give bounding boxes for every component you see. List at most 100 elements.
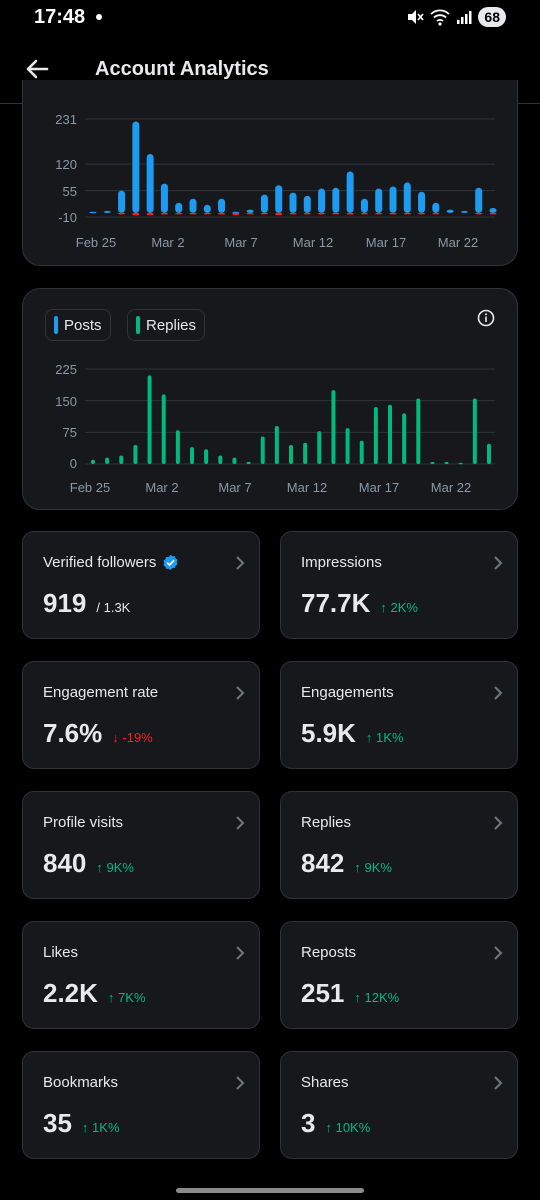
status-time: 17:48 xyxy=(34,6,86,28)
impressions-chart-card: 231 120 55 -10 Feb 25 Mar 2 Mar 7 Mar 12… xyxy=(22,80,518,266)
y-tick-label: 55 xyxy=(63,184,77,199)
replies-bar xyxy=(161,394,166,464)
replies-bar xyxy=(133,445,138,464)
negative-bar xyxy=(160,212,168,215)
stat-delta-text: 7K% xyxy=(118,990,146,1005)
mute-icon xyxy=(408,10,425,24)
stat-label: Reposts xyxy=(301,944,357,961)
negative-bar xyxy=(418,212,426,215)
replies-bar xyxy=(317,431,322,464)
replies-bar xyxy=(345,428,350,464)
impressions-bar xyxy=(346,171,354,213)
stat-label: Verified followers xyxy=(43,554,179,571)
chevron-right-icon xyxy=(236,946,245,960)
legend-replies-label: Replies xyxy=(146,316,197,334)
stat-card-shares[interactable]: Shares 3 ↑ 10K% xyxy=(280,1051,518,1159)
negative-bar xyxy=(346,212,354,215)
x-tick-label: Feb 25 xyxy=(76,235,116,250)
arrow-left-icon[interactable] xyxy=(22,54,52,84)
negative-bar xyxy=(289,212,297,215)
negative-bar xyxy=(232,212,240,215)
stat-value: 7.6% xyxy=(43,718,103,748)
stat-card-bookmarks[interactable]: Bookmarks 35 ↑ 1K% xyxy=(22,1051,260,1159)
stat-value-row: 251 ↑ 12K% xyxy=(301,978,399,1009)
status-icons: 68 xyxy=(406,6,506,28)
stat-card-replies[interactable]: Replies 842 ↑ 9K% xyxy=(280,791,518,899)
stat-card-reposts[interactable]: Reposts 251 ↑ 12K% xyxy=(280,921,518,1029)
replies-bar xyxy=(190,447,194,464)
home-indicator[interactable] xyxy=(176,1188,364,1193)
legend-posts[interactable]: Posts xyxy=(45,309,111,341)
negative-bar xyxy=(332,212,340,215)
impressions-bar xyxy=(232,211,240,214)
posts-replies-chart-card: Posts Replies 225 150 75 0 Feb 25 Mar 2 … xyxy=(22,288,518,510)
stat-delta-up: ↑ 2K% xyxy=(380,600,418,615)
stat-value-row: 919 / 1.3K xyxy=(43,588,130,619)
negative-bar xyxy=(403,212,411,215)
x-tick-label: Feb 25 xyxy=(70,480,110,495)
stat-value-row: 5.9K ↑ 1K% xyxy=(301,718,404,749)
impressions-bar xyxy=(246,209,254,213)
impressions-bar xyxy=(418,191,426,213)
impressions-bar xyxy=(332,187,340,213)
stat-card-impressions[interactable]: Impressions 77.7K ↑ 2K% xyxy=(280,531,518,639)
negative-bar xyxy=(489,212,497,215)
x-tick-label: Mar 2 xyxy=(145,480,178,495)
stat-value-row: 3 ↑ 10K% xyxy=(301,1108,370,1139)
stat-value-row: 7.6% ↓ -19% xyxy=(43,718,153,749)
negative-bar xyxy=(375,212,383,215)
impressions-bar xyxy=(460,210,468,213)
stat-label: Shares xyxy=(301,1074,349,1091)
replies-bar xyxy=(260,436,265,464)
stat-label: Profile visits xyxy=(43,814,124,831)
y-tick-label: 225 xyxy=(55,362,77,377)
stat-label: Impressions xyxy=(301,554,382,571)
impressions-bar xyxy=(218,198,226,213)
info-icon[interactable] xyxy=(477,309,495,327)
y-tick-label: 0 xyxy=(70,456,77,471)
replies-swatch xyxy=(136,316,140,334)
impressions-bar xyxy=(203,204,211,213)
impressions-bar xyxy=(189,198,197,213)
negative-bar xyxy=(203,212,211,215)
stat-card-verified-followers[interactable]: Verified followers 919 / 1.3K xyxy=(22,531,260,639)
replies-bar xyxy=(331,390,336,464)
stat-card-engagement-rate[interactable]: Engagement rate 7.6% ↓ -19% xyxy=(22,661,260,769)
stat-delta-up: ↑ 12K% xyxy=(354,990,400,1005)
negative-bar xyxy=(189,212,197,215)
stat-card-likes[interactable]: Likes 2.2K ↑ 7K% xyxy=(22,921,260,1029)
replies-bar xyxy=(204,449,209,464)
impressions-bar xyxy=(289,192,297,213)
stat-delta-down: ↓ -19% xyxy=(112,730,153,745)
legend-replies[interactable]: Replies xyxy=(127,309,206,341)
negative-bar xyxy=(389,212,397,215)
stat-delta-text: 1K% xyxy=(376,730,404,745)
stat-card-engagements[interactable]: Engagements 5.9K ↑ 1K% xyxy=(280,661,518,769)
impressions-bar xyxy=(118,190,126,213)
impressions-bar xyxy=(375,188,383,213)
replies-bar xyxy=(430,461,435,464)
negative-bar xyxy=(118,212,126,215)
chevron-right-icon xyxy=(236,556,245,570)
stat-value: 842 xyxy=(301,848,345,878)
x-tick-label: Mar 2 xyxy=(151,235,184,250)
negative-bar xyxy=(246,212,254,215)
replies-bar xyxy=(402,413,407,464)
stat-subtotal: / 1.3K xyxy=(96,600,131,615)
stat-value: 2.2K xyxy=(43,978,98,1008)
replies-bar-chart: 225 150 75 0 Feb 25 Mar 2 Mar 7 Mar 12 M… xyxy=(55,362,495,495)
impressions-bar xyxy=(432,202,440,213)
impressions-bar-chart: 231 120 55 -10 Feb 25 Mar 2 Mar 7 Mar 12… xyxy=(55,112,497,250)
negative-bar xyxy=(146,212,154,215)
replies-bar xyxy=(232,457,237,464)
negative-bar xyxy=(360,212,368,215)
replies-bar xyxy=(105,457,110,464)
stat-value-row: 2.2K ↑ 7K% xyxy=(43,978,146,1009)
stat-value: 919 xyxy=(43,588,87,618)
battery-indicator: 68 xyxy=(478,7,506,27)
stat-card-profile-visits[interactable]: Profile visits 840 ↑ 9K% xyxy=(22,791,260,899)
y-tick-label: 75 xyxy=(63,425,77,440)
stat-value: 840 xyxy=(43,848,87,878)
x-tick-label: Mar 7 xyxy=(218,480,251,495)
status-bar: 17:48 68 xyxy=(0,0,540,36)
